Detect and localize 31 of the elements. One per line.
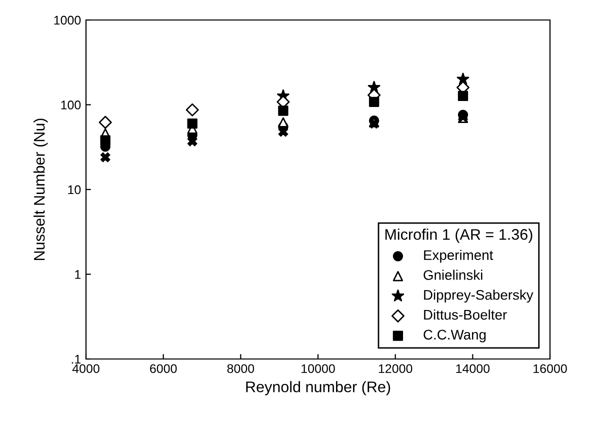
x-tick-label: 10000 (302, 364, 335, 374)
point (368, 96, 380, 108)
legend-label: Gnielinski (424, 270, 482, 280)
point (187, 118, 198, 129)
y-axis-title: Nusselt Number (Nu) (34, 118, 48, 260)
x-tick-label: 8000 (227, 364, 254, 374)
point (278, 117, 288, 128)
x-tick-label: 12000 (378, 364, 412, 374)
point (456, 72, 470, 85)
point (187, 136, 198, 146)
point (98, 116, 112, 129)
legend-label: C.C.Wang (424, 330, 486, 342)
y-tick-label: 1 (75, 270, 81, 279)
x-tick-label: 16000 (534, 364, 567, 374)
y-tick-label: .1 (72, 354, 81, 364)
x-tick-label: 14000 (456, 364, 490, 374)
point (458, 90, 468, 102)
legend-label: Dittus-Boelter (424, 309, 507, 320)
point (100, 135, 110, 146)
legend-label: Dipprey-Sabersky (424, 290, 534, 303)
y-tick-label: 100 (61, 100, 81, 110)
point (100, 152, 110, 162)
point (278, 106, 288, 116)
x-tick-label: 6000 (150, 364, 177, 374)
legend-title: Microfin 1 (AR = 1.36) (385, 228, 532, 243)
y-tick-label: 10 (68, 185, 81, 194)
point (186, 103, 199, 116)
x-tick-label: 4000 (72, 364, 100, 374)
y-tick-label: 1000 (54, 16, 81, 25)
legend-label: Experiment (424, 250, 494, 263)
x-axis-title: Reynold number (Re) (246, 381, 390, 396)
